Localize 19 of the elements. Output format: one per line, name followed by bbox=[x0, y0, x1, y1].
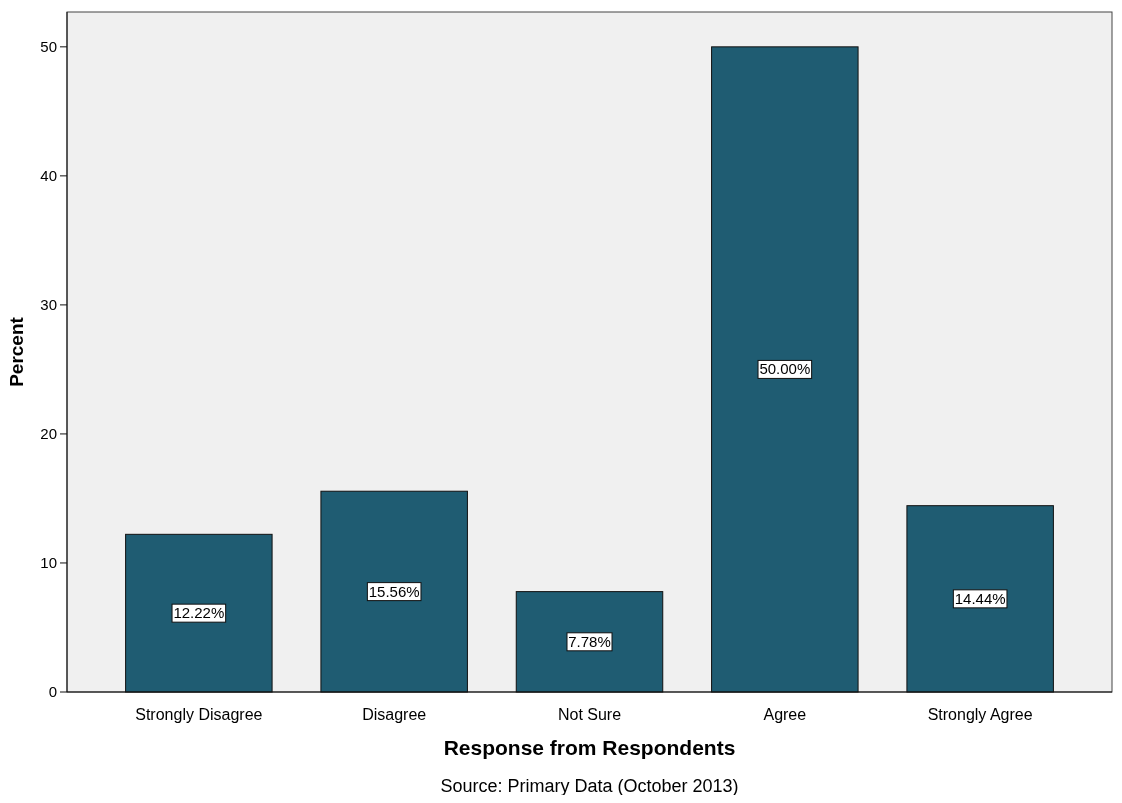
x-tick-label: Strongly Agree bbox=[927, 706, 1033, 723]
data-label: 7.78% bbox=[568, 632, 611, 650]
x-tick-label: Disagree bbox=[362, 706, 427, 723]
y-tick-label: 40 bbox=[40, 166, 57, 184]
x-axis-title: Response from Respondents bbox=[443, 736, 736, 759]
data-label: 15.56% bbox=[368, 582, 420, 600]
data-label: 50.00% bbox=[759, 360, 811, 378]
y-tick-label: 10 bbox=[40, 553, 57, 571]
data-label: 14.44% bbox=[954, 589, 1006, 607]
x-tick-label: Not Sure bbox=[557, 706, 622, 723]
x-tick-label: Strongly Disagree bbox=[135, 706, 263, 723]
y-axis-title: Percent bbox=[6, 316, 27, 387]
y-tick-label: 0 bbox=[48, 683, 57, 700]
y-tick-label: 20 bbox=[40, 424, 57, 442]
data-label: 12.22% bbox=[173, 604, 225, 622]
y-tick-label: 30 bbox=[40, 295, 57, 313]
y-tick-label: 50 bbox=[40, 37, 57, 55]
source-note: Source: Primary Data (October 2013) bbox=[440, 776, 739, 796]
x-tick-label: Agree bbox=[763, 706, 807, 723]
